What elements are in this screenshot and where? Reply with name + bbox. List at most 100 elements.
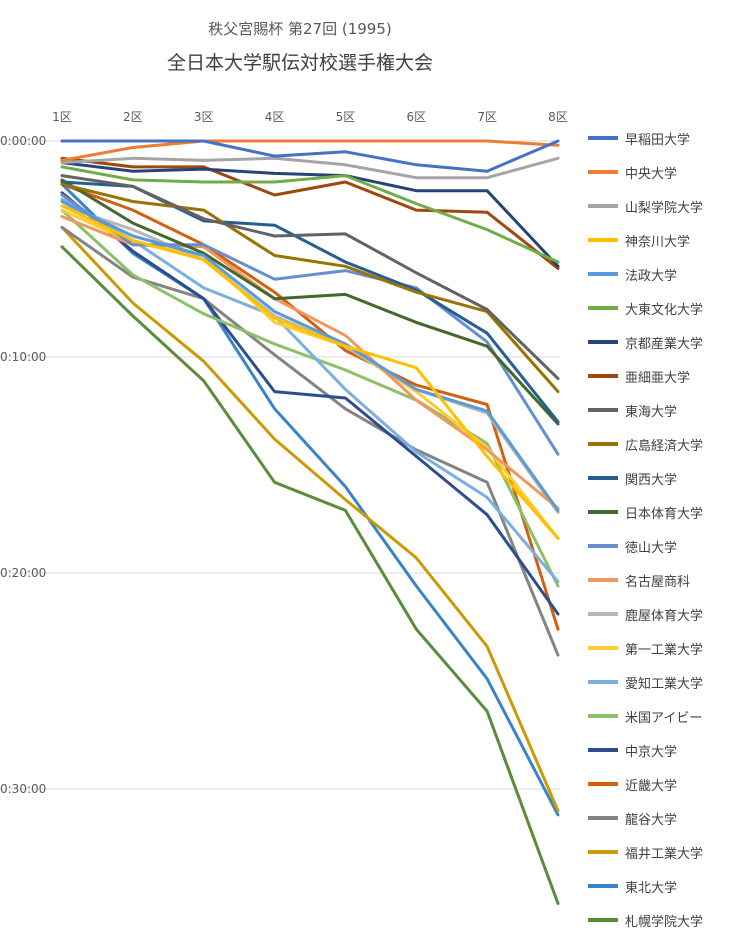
series-line bbox=[60, 182, 560, 631]
x-tick-label: 6区 bbox=[406, 110, 426, 124]
legend-label: 第一工業大学 bbox=[625, 642, 704, 658]
legend-item: 札幌学院大学 bbox=[588, 910, 703, 930]
legend-swatch bbox=[588, 714, 618, 718]
legend-label: 東海大学 bbox=[625, 404, 678, 420]
series-line bbox=[60, 204, 560, 540]
series-line bbox=[60, 182, 560, 394]
legend-swatch bbox=[588, 306, 618, 310]
legend-label: 福井工業大学 bbox=[625, 846, 704, 862]
series-line bbox=[60, 208, 560, 540]
series-line bbox=[60, 208, 560, 588]
legend-swatch bbox=[588, 544, 618, 548]
legend-swatch bbox=[588, 816, 618, 820]
legend-label: 大東文化大学 bbox=[625, 302, 704, 318]
legend-label: 愛知工業大学 bbox=[625, 676, 704, 692]
legend-item: 鹿屋体育大学 bbox=[588, 604, 703, 624]
legend-item: 早稲田大学 bbox=[588, 128, 690, 148]
x-tick-label: 1区 bbox=[52, 110, 72, 124]
legend-swatch bbox=[588, 510, 618, 514]
legend-swatch bbox=[588, 646, 618, 650]
legend-label: 法政大学 bbox=[625, 268, 678, 284]
series-line bbox=[60, 178, 560, 426]
chart-subtitle: 秩父宮賜杯 第27回 (1995) bbox=[208, 20, 392, 38]
x-tick-label: 3区 bbox=[194, 110, 214, 124]
y-tick-label: 0:00:00 bbox=[0, 134, 46, 148]
legend-label: 京都産業大学 bbox=[625, 336, 704, 352]
series-line bbox=[60, 191, 560, 616]
legend-swatch bbox=[588, 374, 618, 378]
x-tick-label: 4区 bbox=[265, 110, 285, 124]
legend-item: 愛知工業大学 bbox=[588, 672, 703, 692]
legend-item: 山梨学院大学 bbox=[588, 196, 703, 216]
legend-label: 名古屋商科 bbox=[625, 574, 691, 590]
legend-item: 徳山大学 bbox=[588, 536, 677, 556]
legend-label: 日本体育大学 bbox=[625, 506, 704, 522]
legend-label: 関西大学 bbox=[625, 472, 678, 488]
legend-label: 山梨学院大学 bbox=[625, 200, 704, 216]
x-tick-label: 2区 bbox=[123, 110, 143, 124]
legend-label: 札幌学院大学 bbox=[625, 914, 704, 930]
y-tick-label: 0:10:00 bbox=[0, 350, 46, 364]
series-line bbox=[60, 200, 560, 512]
legend-item: 法政大学 bbox=[588, 264, 677, 284]
legend-swatch bbox=[588, 850, 618, 854]
legend-label: 広島経済大学 bbox=[625, 438, 704, 454]
series-line bbox=[60, 156, 560, 180]
legend-item: 関西大学 bbox=[588, 468, 677, 488]
legend-item: 中京大学 bbox=[588, 740, 677, 760]
series-line bbox=[60, 161, 560, 268]
chart-title: 全日本大学駅伝対校選手権大会 bbox=[166, 52, 433, 74]
series-line bbox=[60, 156, 560, 270]
legend-swatch bbox=[588, 748, 618, 752]
legend-swatch bbox=[588, 340, 618, 344]
legend-swatch bbox=[588, 442, 618, 446]
legend-item: 日本体育大学 bbox=[588, 502, 703, 522]
series-line bbox=[60, 174, 560, 381]
legend-swatch bbox=[588, 476, 618, 480]
legend-swatch bbox=[588, 238, 618, 242]
legend-swatch bbox=[588, 612, 618, 616]
legend-swatch bbox=[588, 272, 618, 276]
legend-label: 亜細亜大学 bbox=[625, 370, 691, 386]
legend-item: 米国アイビー bbox=[588, 706, 702, 726]
legend-item: 名古屋商科 bbox=[588, 570, 690, 590]
legend-swatch bbox=[588, 578, 618, 582]
y-tick-label: 0:20:00 bbox=[0, 566, 46, 580]
series-line bbox=[60, 245, 560, 905]
legend-item: 大東文化大学 bbox=[588, 298, 703, 318]
legend-item: 神奈川大学 bbox=[588, 230, 690, 250]
x-tick-label: 7区 bbox=[477, 110, 497, 124]
legend-swatch bbox=[588, 204, 618, 208]
legend-label: 米国アイビー bbox=[625, 710, 703, 726]
y-tick-label: 0:30:00 bbox=[0, 782, 46, 796]
series-line bbox=[60, 165, 560, 264]
series-line bbox=[60, 139, 560, 173]
legend-swatch bbox=[588, 408, 618, 412]
legend-label: 近畿大学 bbox=[625, 778, 678, 794]
legend-swatch bbox=[588, 170, 618, 174]
legend-swatch bbox=[588, 680, 618, 684]
x-tick-label: 8区 bbox=[548, 110, 568, 124]
series-line bbox=[60, 139, 560, 162]
legend-item: 東海大学 bbox=[588, 400, 677, 420]
legend-label: 早稲田大学 bbox=[625, 132, 691, 148]
legend-item: 京都産業大学 bbox=[588, 332, 703, 352]
x-tick-label: 5区 bbox=[336, 110, 356, 124]
legend-item: 亜細亜大学 bbox=[588, 366, 690, 386]
legend-label: 東北大学 bbox=[625, 880, 678, 896]
legend-label: 龍谷大学 bbox=[625, 812, 678, 828]
legend-item: 福井工業大学 bbox=[588, 842, 703, 862]
legend-item: 中央大学 bbox=[588, 162, 677, 182]
legend-label: 中央大学 bbox=[625, 166, 678, 182]
legend-label: 中京大学 bbox=[625, 744, 678, 760]
legend-label: 鹿屋体育大学 bbox=[625, 608, 704, 624]
legend-swatch bbox=[588, 136, 618, 140]
series-line bbox=[60, 197, 560, 584]
legend-swatch bbox=[588, 918, 618, 922]
legend-item: 第一工業大学 bbox=[588, 638, 703, 658]
series-line bbox=[60, 180, 560, 424]
legend-item: 近畿大学 bbox=[588, 774, 677, 794]
legend-item: 広島経済大学 bbox=[588, 434, 703, 454]
legend-item: 東北大学 bbox=[588, 876, 677, 896]
